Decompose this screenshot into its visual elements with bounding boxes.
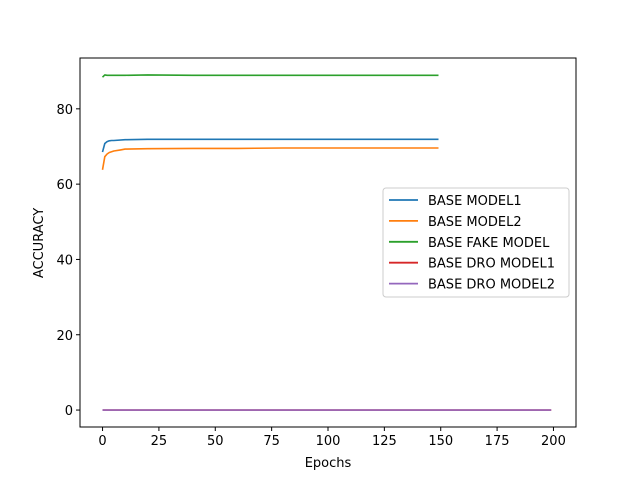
x-axis-label: Epochs [305,456,352,471]
x-tick-label: 25 [151,434,168,449]
x-tick-label: 75 [263,434,280,449]
legend-label-2: BASE MODEL2 [428,215,522,230]
series-line-2 [101,147,439,170]
legend-label-3: BASE FAKE MODEL [428,236,550,251]
y-tick-label: 40 [56,253,73,268]
series-line-1 [101,138,439,153]
y-tick-label: 80 [56,103,73,118]
x-tick-label: 175 [485,434,510,449]
x-tick-label: 200 [541,434,566,449]
legend-label-4: BASE DRO MODEL1 [428,257,555,272]
y-tick-label: 0 [65,404,73,419]
series-layer [101,74,552,411]
x-tick-label: 0 [98,434,106,449]
legend-box [382,187,570,298]
y-tick-label: 20 [56,329,73,344]
legend-label-1: BASE MODEL1 [428,194,522,209]
x-tick-label: 100 [316,434,341,449]
legend: BASE MODEL1 BASE MODEL2 BASE FAKE MODEL BAS… [382,187,570,298]
x-tick-label: 50 [207,434,224,449]
y-tick-label: 60 [56,178,73,193]
legend-label-5: BASE DRO MODEL2 [428,278,555,293]
y-axis-label: ACCURACY [32,208,47,278]
plot-frame [79,57,577,428]
series-line-3 [101,74,439,78]
x-tick-label: 125 [372,434,397,449]
ticks-layer: 0 25 50 75 100 125 150 175 200 0 20 40 60 80 [56,103,565,449]
x-tick-label: 150 [428,434,453,449]
